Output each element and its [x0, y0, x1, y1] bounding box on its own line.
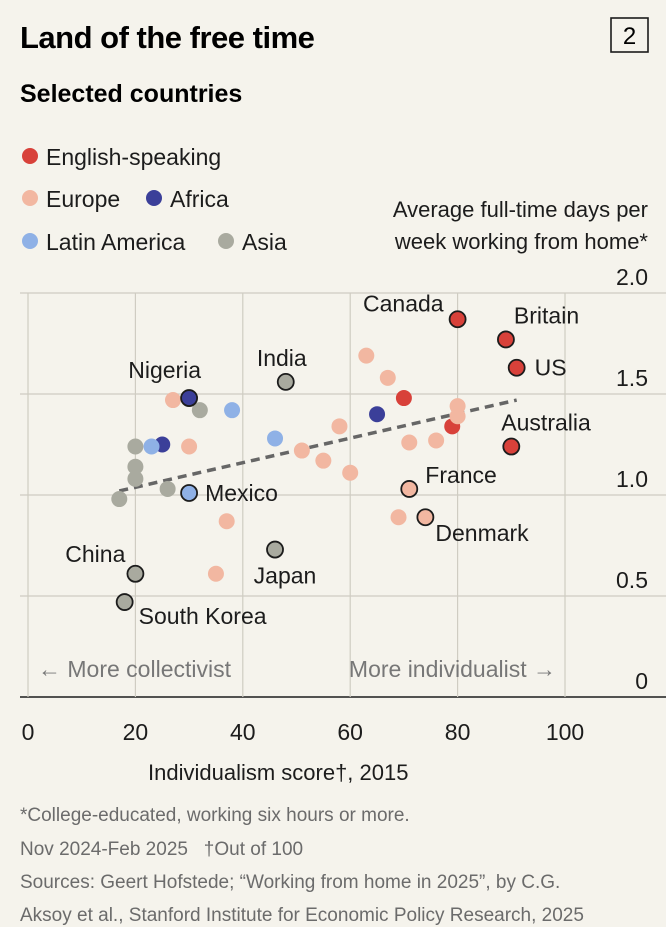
- x-tick-label: 60: [337, 719, 363, 745]
- y-tick-label: 0.5: [616, 567, 648, 593]
- data-point: [181, 438, 198, 455]
- footnote-line: Aksoy et al., Stanford Institute for Eco…: [20, 905, 584, 926]
- legend-marker: [146, 190, 162, 206]
- data-point: [448, 310, 467, 329]
- point-label: Canada: [363, 290, 444, 316]
- legend-marker: [218, 233, 234, 249]
- chart-number: 2: [623, 23, 636, 50]
- data-point: [416, 508, 435, 527]
- point-label: US: [535, 355, 567, 381]
- data-point: [224, 402, 241, 419]
- grid: [20, 292, 666, 698]
- chart-subtitle: Selected countries: [20, 80, 242, 108]
- y-axis: 0 0.5 1.0 1.5 2.0: [616, 264, 648, 694]
- data-point: [315, 452, 332, 469]
- legend-label: Asia: [242, 229, 287, 255]
- data-point: [331, 418, 348, 435]
- legend-label: Latin America: [46, 229, 186, 255]
- data-point: [497, 330, 515, 349]
- y-tick-label: 0: [635, 668, 648, 694]
- data-point: [267, 430, 284, 447]
- point-label: India: [257, 345, 307, 371]
- data-point: [180, 389, 199, 407]
- y-axis-title-line-1: Average full-time days per: [393, 197, 648, 222]
- legend-label: Africa: [170, 186, 229, 212]
- data-point: [180, 484, 199, 502]
- data-point: [395, 390, 412, 407]
- data-point: [401, 434, 418, 451]
- data-points: [111, 310, 526, 611]
- data-point: [207, 565, 224, 582]
- data-point: [127, 470, 144, 487]
- collectivist-label: ← More collectivist: [38, 656, 232, 682]
- footnote-line: *College-educated, working six hours or …: [20, 805, 410, 826]
- y-axis-title-line-2: week working from home*: [394, 229, 649, 254]
- data-point: [111, 491, 128, 508]
- data-point: [449, 408, 466, 425]
- point-label: Mexico: [205, 480, 278, 506]
- x-tick-label: 80: [445, 719, 471, 745]
- data-point: [127, 458, 144, 475]
- data-point: [293, 442, 310, 459]
- data-point: [369, 406, 386, 423]
- legend-marker: [22, 190, 38, 206]
- footnote-line: Nov 2024-Feb 2025 †Out of 100: [20, 839, 303, 860]
- trend-line: [118, 398, 518, 493]
- data-point: [218, 513, 235, 530]
- point-label: Denmark: [435, 520, 529, 546]
- data-point: [127, 438, 144, 455]
- data-point: [126, 564, 145, 583]
- data-point: [115, 593, 134, 611]
- data-point: [379, 369, 396, 386]
- point-label: South Korea: [139, 603, 267, 629]
- x-tick-label: 0: [22, 719, 35, 745]
- x-tick-label: 40: [230, 719, 256, 745]
- data-point: [358, 347, 375, 364]
- x-axis-title: Individualism score†, 2015: [148, 760, 408, 785]
- data-point: [191, 402, 208, 419]
- individualist-label: More individualist →: [349, 656, 556, 682]
- data-point: [143, 438, 160, 455]
- point-label: Australia: [501, 410, 591, 436]
- point-label: Japan: [254, 563, 317, 589]
- point-label: France: [425, 462, 497, 488]
- data-point: [342, 464, 359, 481]
- footnote-line: Sources: Geert Hofstede; “Working from h…: [20, 872, 560, 893]
- chart-title: Land of the free time: [20, 20, 315, 55]
- data-point: [276, 372, 295, 391]
- legend-label: Europe: [46, 186, 120, 212]
- legend-marker: [22, 148, 38, 164]
- data-point: [502, 437, 521, 456]
- legend: English-speaking Europe Africa Latin Americ…: [22, 144, 287, 255]
- point-label: Nigeria: [128, 357, 201, 383]
- legend-marker: [22, 233, 38, 249]
- x-tick-label: 20: [123, 719, 149, 745]
- footnotes: *College-educated, working six hours or …: [20, 805, 584, 926]
- y-tick-label: 1.5: [616, 365, 648, 391]
- y-tick-label: 2.0: [616, 264, 648, 290]
- x-tick-label: 100: [546, 719, 584, 745]
- data-point: [428, 432, 445, 449]
- data-point: [266, 540, 284, 559]
- y-tick-label: 1.0: [616, 466, 648, 492]
- data-point: [507, 358, 526, 377]
- chart-number-box: [610, 17, 649, 53]
- data-point: [400, 480, 419, 498]
- data-point: [159, 480, 176, 497]
- x-axis: 0 20 40 60 80 100: [22, 719, 585, 745]
- legend-label: English-speaking: [46, 144, 221, 170]
- point-label: Britain: [514, 302, 579, 328]
- data-point: [390, 509, 407, 526]
- data-point: [164, 392, 181, 409]
- point-label: China: [65, 541, 125, 567]
